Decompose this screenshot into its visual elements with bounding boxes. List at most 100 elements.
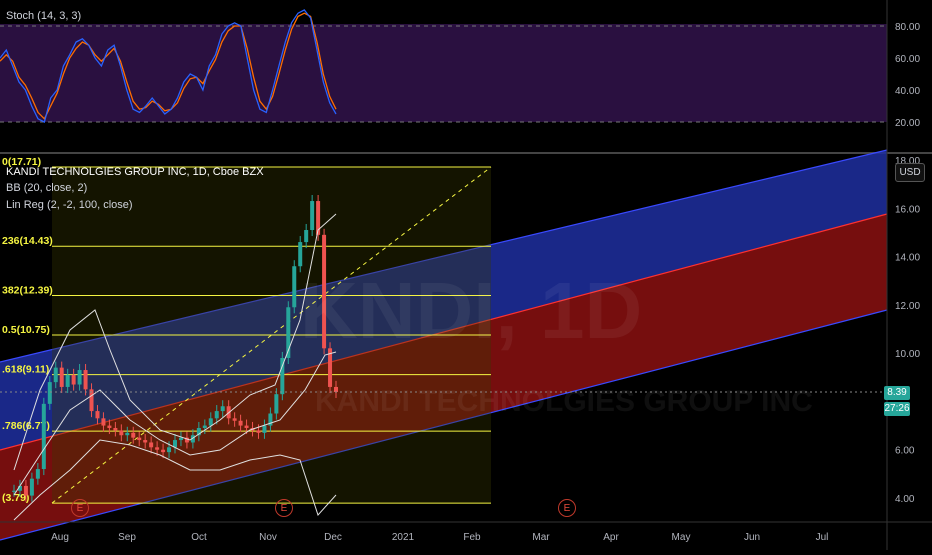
- candle-body: [184, 437, 189, 443]
- candle-body: [149, 442, 154, 448]
- stoch-indicator-title[interactable]: Stoch (14, 3, 3): [6, 10, 82, 22]
- regression-lower-band: [0, 214, 887, 540]
- bar-countdown-badge: 27:26: [884, 402, 910, 416]
- candle-body: [131, 432, 136, 438]
- fib-level-label: .618(9.11): [2, 364, 49, 376]
- stoch-axis-label: 80.00: [895, 22, 920, 33]
- candle-body: [310, 201, 315, 231]
- candle-body: [316, 201, 321, 235]
- bb-indicator-legend[interactable]: BB (20, close, 2): [6, 182, 88, 194]
- stoch-d-line: [0, 12, 337, 120]
- candle-body: [107, 425, 112, 428]
- candle-body: [292, 266, 297, 308]
- stoch-k-line: [0, 9, 337, 123]
- candle-body: [17, 485, 22, 491]
- time-axis-label: Sep: [118, 532, 136, 543]
- fib-level-label: 382(12.39): [2, 284, 53, 296]
- time-axis-label: Apr: [603, 532, 619, 543]
- candle-body: [190, 435, 195, 443]
- candle-body: [113, 427, 118, 431]
- candle-body: [83, 370, 88, 390]
- time-axis-label: Aug: [51, 532, 69, 543]
- candle-body: [304, 230, 309, 243]
- candle-body: [65, 374, 70, 387]
- candle-body: [298, 242, 303, 267]
- time-axis-label: May: [672, 532, 691, 543]
- candle-body: [232, 418, 237, 421]
- earnings-marker[interactable]: E: [275, 499, 293, 517]
- symbol-title[interactable]: KANDI TECHNOLGIES GROUP INC, 1D, Cboe BZ…: [6, 166, 264, 178]
- candle-body: [71, 374, 76, 385]
- time-axis-label: Dec: [324, 532, 342, 543]
- candle-body: [328, 348, 333, 387]
- candle-body: [173, 440, 177, 448]
- candle-body: [238, 420, 243, 426]
- currency-button[interactable]: USD: [895, 163, 925, 182]
- candle-body: [208, 418, 213, 426]
- candle-body: [178, 437, 183, 441]
- linreg-indicator-legend[interactable]: Lin Reg (2, -2, 100, close): [6, 199, 133, 211]
- candle-body: [12, 490, 16, 492]
- time-axis-label: Jun: [744, 532, 760, 543]
- price-axis-label: 12.00: [895, 301, 920, 312]
- stoch-axis-label: 20.00: [895, 118, 920, 129]
- candle-body: [202, 425, 207, 428]
- candle-body: [256, 430, 261, 433]
- fib-level-label: 236(14.43): [2, 235, 53, 247]
- candle-body: [220, 406, 225, 412]
- price-axis-label: 4.00: [895, 494, 915, 505]
- candle-body: [125, 432, 130, 436]
- candle-body: [29, 478, 34, 496]
- time-axis-label: 2021: [392, 532, 415, 543]
- candle-body: [244, 425, 249, 428]
- candle-body: [53, 367, 58, 383]
- candle-body: [274, 394, 279, 414]
- time-axis-label: Jul: [816, 532, 829, 543]
- regression-upper-line: [0, 149, 888, 363]
- candle-body: [41, 403, 46, 470]
- candle-body: [59, 367, 64, 387]
- candle-body: [119, 430, 124, 436]
- time-axis-label: Oct: [191, 532, 207, 543]
- candle-body: [143, 440, 148, 443]
- price-axis-label: 16.00: [895, 204, 920, 215]
- earnings-marker[interactable]: E: [71, 499, 89, 517]
- time-axis-label: Mar: [532, 532, 550, 543]
- fib-level-label: 0.5(10.75): [2, 324, 50, 336]
- candle-body: [286, 307, 291, 358]
- earnings-marker[interactable]: E: [558, 499, 576, 517]
- candle-body: [35, 469, 40, 479]
- candle-body: [196, 427, 201, 436]
- candle-body: [95, 411, 100, 419]
- candle-body: [280, 357, 285, 395]
- candle-body: [322, 234, 327, 349]
- candle-body: [137, 437, 142, 441]
- regression-mid-line: [0, 213, 888, 451]
- time-axis-label: Nov: [259, 532, 277, 543]
- candle-body: [47, 382, 52, 404]
- candle-body: [23, 485, 28, 496]
- time-axis-label: Feb: [463, 532, 481, 543]
- price-axis-label: 10.00: [895, 349, 920, 360]
- candle-body: [161, 449, 166, 453]
- candle-body: [268, 413, 273, 426]
- current-price-badge: 8.39: [884, 386, 910, 400]
- candle-body: [89, 389, 94, 412]
- candle-body: [167, 447, 172, 453]
- fib-level-label: (3.79): [2, 492, 29, 504]
- bb-basis-line: [13, 351, 337, 496]
- stoch-axis-label: 60.00: [895, 54, 920, 65]
- candle-body: [214, 411, 219, 419]
- candle-body: [155, 447, 160, 450]
- candle-body: [262, 425, 267, 433]
- candle-body: [77, 370, 82, 385]
- bb-upper-band: [13, 213, 337, 471]
- fib-level-label: 0(17.71): [2, 156, 41, 168]
- bb-lower-band: [13, 439, 337, 521]
- fib-level-label: .786(6.77): [2, 420, 50, 432]
- price-axis-label: 18.00: [895, 156, 920, 167]
- price-axis-label: 14.00: [895, 253, 920, 264]
- candle-body: [101, 418, 106, 426]
